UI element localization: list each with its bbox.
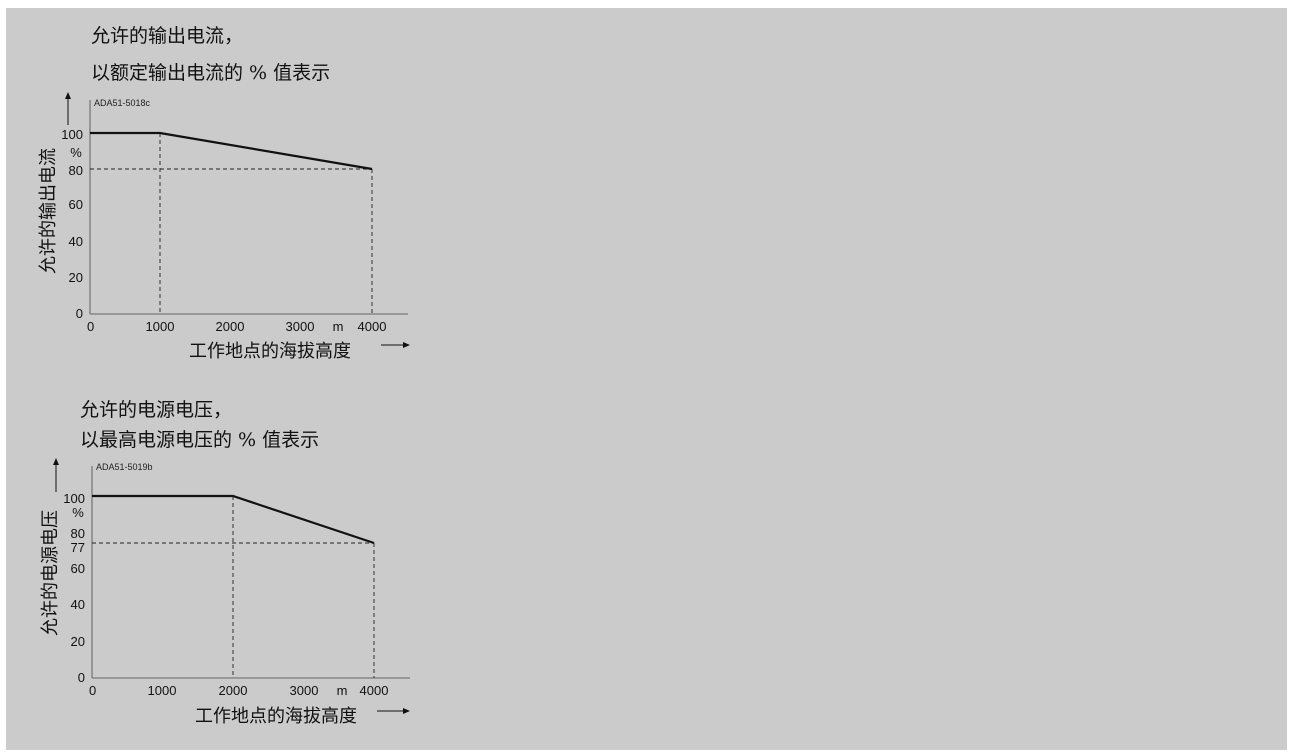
chart2-title-line-1: 允许的电源电压， (80, 399, 232, 421)
chart2-y-tick-label: 20 (71, 634, 85, 649)
chart2-x-arrow-head (403, 708, 410, 714)
chart1-x-tick-label: 4000 (358, 319, 387, 334)
chart2-x-tick-label: 0 (89, 683, 96, 698)
chart2-figure-code: ADA51-5019b (96, 462, 153, 472)
chart1-figure-code: ADA51-5018c (94, 98, 151, 108)
chart1-y-tick-label: 40 (69, 234, 83, 249)
chart2-x-axis-title: 工作地点的海拔高度 (195, 706, 357, 727)
chart1-x-arrow-head (403, 342, 410, 348)
chart2-series-line (92, 494, 375, 545)
chart1-x-tick-label: 2000 (216, 319, 245, 334)
chart2-y-tick-label: 0 (78, 670, 85, 685)
chart1-title-line-2: 以额定输出电流的 % 值表示 (91, 62, 330, 84)
chart2-x-tick-label: 2000 (219, 683, 248, 698)
chart2-x-unit-label: m (337, 683, 348, 698)
chart1-x-unit-label: m (333, 319, 344, 334)
chart2-y-unit-label: % (72, 505, 84, 520)
chart1-y-tick-label: 60 (69, 197, 83, 212)
chart1-y-axis-title: 允许的输出电流 (38, 148, 59, 274)
chart2-x-tick-label: 3000 (290, 683, 319, 698)
chart1-y-tick-label: 80 (69, 163, 83, 178)
chart2-y-tick-label: 80 (71, 526, 85, 541)
chart1-x-tick-label: 0 (87, 319, 94, 334)
chart2-y-tick-label: 100 (63, 491, 85, 506)
chart2-y-tick-label: 60 (71, 561, 85, 576)
chart2-title-line-2: 以最高电源电压的 % 值表示 (80, 429, 319, 451)
figure-panel (6, 8, 1287, 750)
chart1-series-line (90, 131, 373, 171)
chart1-title-line-1: 允许的输出电流， (91, 25, 243, 47)
chart2-y-tick-label: 77 (71, 540, 85, 555)
chart2-x-tick-label: 4000 (360, 683, 389, 698)
chart2-x-tick-label: 1000 (148, 683, 177, 698)
chart1-y-tick-label: 100 (61, 127, 83, 142)
chart1-y-tick-label: 20 (69, 270, 83, 285)
chart1-y-unit-label: % (70, 145, 82, 160)
chart2-y-arrow-head (53, 458, 59, 465)
chart1-x-tick-label: 3000 (286, 319, 315, 334)
chart2-y-tick-label: 40 (71, 597, 85, 612)
chart1-y-arrow-head (65, 92, 71, 99)
chart1-y-tick-label: 0 (76, 306, 83, 321)
chart1-x-tick-label: 1000 (146, 319, 175, 334)
chart2-y-axis-title: 允许的电源电压 (40, 510, 61, 636)
chart1-x-axis-title: 工作地点的海拔高度 (189, 341, 351, 362)
